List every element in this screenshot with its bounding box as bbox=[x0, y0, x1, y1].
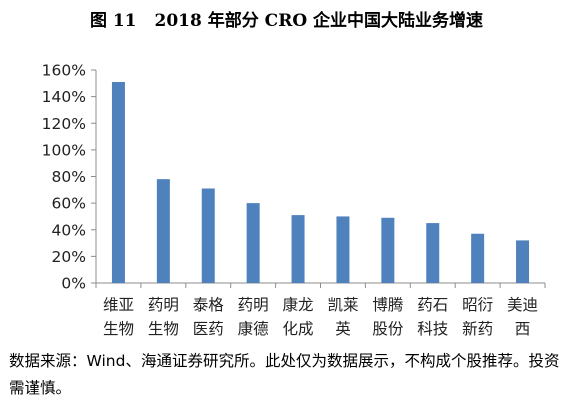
bar bbox=[336, 216, 350, 283]
x-tick-label: 泰格 bbox=[193, 296, 225, 314]
bar bbox=[111, 81, 125, 283]
x-tick-label: 生物 bbox=[148, 320, 179, 338]
x-tick-label: 药石 bbox=[417, 296, 448, 314]
bar bbox=[246, 203, 260, 283]
bar bbox=[426, 223, 440, 283]
x-tick-label: 新药 bbox=[462, 320, 493, 338]
y-tick-label: 20% bbox=[52, 248, 86, 266]
bar bbox=[516, 240, 530, 283]
x-tick-label: 美迪 bbox=[507, 296, 538, 314]
x-tick-label: 医药 bbox=[193, 320, 224, 338]
x-tick-label: 昭衍 bbox=[462, 296, 493, 314]
bar bbox=[381, 217, 395, 283]
x-tick-label: 英 bbox=[335, 320, 351, 338]
y-tick-label: 40% bbox=[52, 221, 86, 239]
x-tick-label: 化成 bbox=[283, 320, 314, 338]
y-tick-label: 80% bbox=[52, 168, 86, 186]
bar-chart: 0%20%40%60%80%100%120%140%160%维亚生物药明生物泰格… bbox=[42, 62, 546, 338]
x-tick-label: 科技 bbox=[417, 320, 448, 338]
y-tick-label: 60% bbox=[52, 195, 86, 213]
bar bbox=[291, 215, 305, 283]
figure-title: 2018 年部分 CRO 企业中国大陆业务增速 bbox=[154, 11, 484, 31]
source-note: 数据来源：Wind、海通证券研究所。此处仅为数据展示，不构成个股推荐。投资需谨慎… bbox=[9, 352, 560, 397]
figure-number: 图 11 bbox=[89, 11, 137, 31]
chart-title: 图 11 2018 年部分 CRO 企业中国大陆业务增速 bbox=[0, 6, 573, 31]
y-tick-label: 0% bbox=[61, 275, 86, 293]
bar bbox=[156, 179, 170, 283]
y-tick-label: 120% bbox=[42, 115, 86, 133]
x-tick-label: 康龙 bbox=[283, 296, 314, 314]
x-tick-label: 股份 bbox=[372, 320, 404, 338]
x-tick-label: 药明 bbox=[238, 296, 269, 314]
y-tick-label: 100% bbox=[42, 141, 86, 159]
x-tick-label: 凯莱 bbox=[327, 296, 358, 314]
x-tick-label: 生物 bbox=[103, 320, 134, 338]
x-tick-label: 博腾 bbox=[372, 296, 404, 314]
bar bbox=[471, 233, 485, 283]
x-tick-label: 药明 bbox=[148, 296, 179, 314]
y-tick-label: 160% bbox=[42, 62, 86, 80]
y-tick-label: 140% bbox=[42, 88, 86, 106]
bar bbox=[201, 188, 215, 283]
x-tick-label: 维亚 bbox=[103, 296, 134, 314]
x-tick-label: 康德 bbox=[238, 320, 269, 338]
x-tick-label: 西 bbox=[515, 320, 531, 338]
